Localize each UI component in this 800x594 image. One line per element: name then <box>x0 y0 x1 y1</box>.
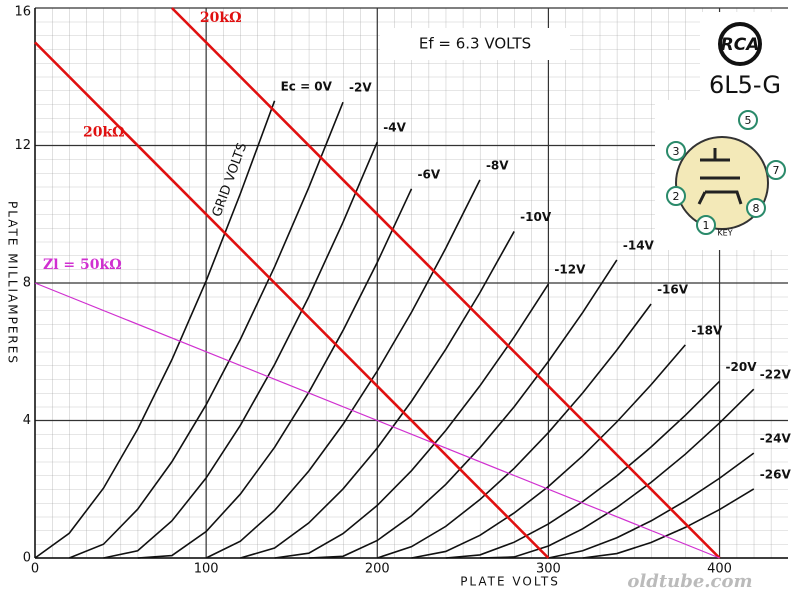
x-tick-label: 0 <box>31 562 39 577</box>
curve-label: -22V <box>760 368 792 382</box>
characteristic-curve <box>377 303 652 559</box>
curve-label: -12V <box>554 263 586 277</box>
curve-label: -6V <box>418 167 441 181</box>
x-tick-label: 100 <box>194 562 219 577</box>
x-tick-label: 300 <box>536 562 561 577</box>
curve-label: -24V <box>760 432 792 446</box>
y-tick-label: 12 <box>14 138 31 153</box>
load-line <box>34 41 550 559</box>
watermark: oldtube.com <box>627 571 752 592</box>
load-line-label: 20kΩ <box>200 10 242 26</box>
curve-label: -14V <box>623 238 655 252</box>
characteristic-curve <box>308 259 618 559</box>
heater-note: Ef = 6.3 VOLTS <box>419 35 531 53</box>
load-line <box>34 282 720 559</box>
pin-label: 5 <box>745 114 752 127</box>
curve-label: -16V <box>657 282 689 296</box>
characteristic-curve <box>103 141 379 559</box>
characteristic-curve <box>68 101 344 559</box>
pin <box>666 186 686 206</box>
y-tick-label: 4 <box>23 413 31 428</box>
curve-label: -26V <box>760 467 792 481</box>
pin-label: 2 <box>673 190 680 203</box>
pin <box>666 141 686 161</box>
tube-type: 6L5-G <box>709 71 781 99</box>
y-axis-title: PLATE MILLIAMPERES <box>6 201 20 365</box>
curve-label: Ec = 0V <box>281 79 333 93</box>
y-tick-label: 8 <box>23 276 31 291</box>
characteristic-curve <box>548 452 755 559</box>
characteristic-curve <box>240 231 515 559</box>
pin-label: 7 <box>773 164 780 177</box>
pin-label: 3 <box>673 145 680 158</box>
characteristic-curve <box>205 179 481 559</box>
curve-label: -8V <box>486 158 509 172</box>
x-tick-label: 200 <box>365 562 390 577</box>
curve-label: -18V <box>691 323 723 337</box>
characteristic-curve <box>137 188 413 559</box>
pin <box>766 160 786 180</box>
y-tick-label: 16 <box>14 5 31 20</box>
key-label: KEY <box>717 229 732 238</box>
curve-label: -4V <box>383 121 406 135</box>
brand: RCA <box>721 35 760 55</box>
logo-ring <box>718 22 762 66</box>
characteristic-curve <box>274 283 550 559</box>
curve-label: -2V <box>349 81 372 95</box>
characteristic-curve <box>445 380 721 559</box>
pin-label: 8 <box>753 202 760 215</box>
note-box <box>380 28 570 60</box>
y-tick-label: 0 <box>23 551 31 566</box>
tube-electrodes <box>697 148 743 205</box>
x-tick-label: 400 <box>707 562 732 577</box>
characteristic-curve <box>34 100 276 559</box>
load-line-label: Zl = 50kΩ <box>43 257 122 273</box>
characteristic-curve <box>582 488 755 559</box>
tube-base <box>675 136 769 230</box>
curve-label: -20V <box>726 360 758 374</box>
load-line-label: 20kΩ <box>83 124 125 140</box>
characteristic-curve <box>479 388 755 559</box>
characteristic-curve <box>411 344 686 559</box>
pin-label: 1 <box>703 219 710 232</box>
x-axis-title: PLATE VOLTS <box>460 575 560 589</box>
pin <box>746 198 766 218</box>
pin <box>696 215 716 235</box>
load-line <box>170 7 721 559</box>
pin <box>738 110 758 130</box>
curve-label: -10V <box>520 210 552 224</box>
